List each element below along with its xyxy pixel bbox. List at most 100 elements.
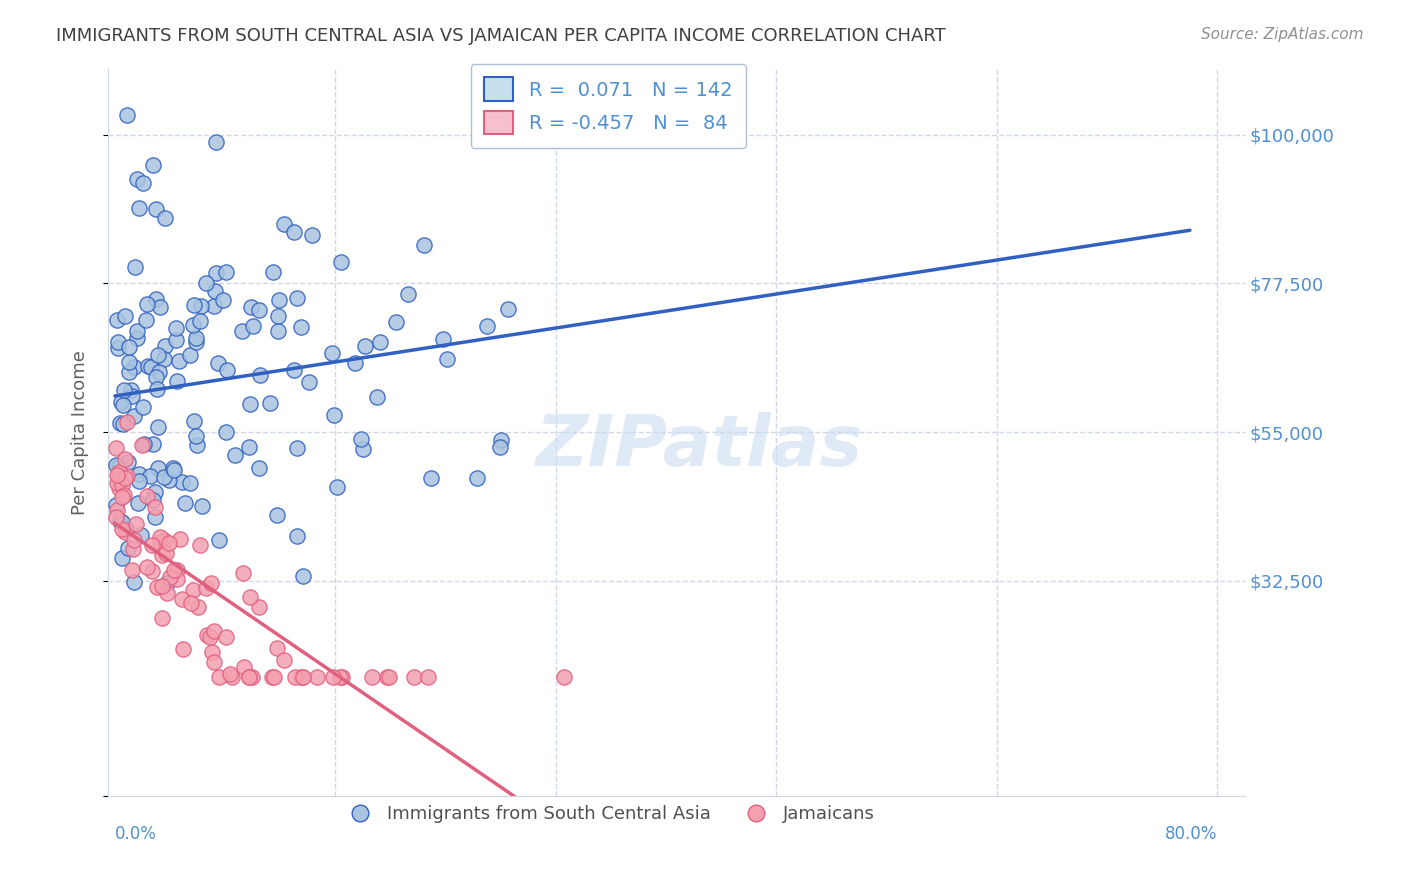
Point: [475, 318, 498, 333]
Point: [111, 478, 134, 492]
Point: [553, 670, 575, 684]
Text: ZIPatlas: ZIPatlas: [536, 412, 863, 481]
Point: [127, 496, 149, 510]
Point: [108, 514, 131, 528]
Point: [266, 508, 288, 522]
Point: [108, 465, 131, 479]
Point: [582, 108, 605, 122]
Point: [231, 324, 253, 338]
Point: [162, 461, 184, 475]
Point: [107, 334, 129, 349]
Point: [489, 440, 512, 454]
Point: [215, 265, 238, 279]
Point: [181, 318, 204, 332]
Point: [292, 670, 315, 684]
Point: [207, 670, 229, 684]
Point: [115, 469, 138, 483]
Point: [149, 301, 172, 315]
Point: [159, 569, 181, 583]
Point: [153, 470, 176, 484]
Point: [107, 475, 129, 490]
Point: [211, 293, 233, 308]
Point: [145, 369, 167, 384]
Point: [146, 419, 169, 434]
Point: [413, 237, 436, 252]
Point: [179, 475, 201, 490]
Text: 0.0%: 0.0%: [115, 825, 156, 843]
Point: [194, 276, 217, 290]
Point: [131, 438, 153, 452]
Point: [108, 466, 131, 480]
Point: [285, 442, 308, 456]
Point: [198, 630, 221, 644]
Point: [184, 334, 207, 349]
Point: [215, 362, 238, 376]
Point: [221, 670, 243, 684]
Point: [114, 488, 136, 502]
Point: [352, 442, 374, 456]
Point: [283, 225, 305, 239]
Point: [183, 414, 205, 428]
Point: [157, 536, 180, 550]
Point: [136, 359, 159, 373]
Point: [186, 331, 208, 345]
Point: [111, 550, 134, 565]
Point: [148, 348, 170, 362]
Point: [142, 492, 165, 507]
Point: [117, 541, 139, 555]
Point: [195, 581, 218, 595]
Point: [238, 440, 260, 454]
Point: [432, 332, 454, 346]
Point: [239, 591, 262, 605]
Point: [105, 467, 128, 482]
Point: [110, 394, 132, 409]
Point: [117, 455, 139, 469]
Point: [114, 310, 136, 324]
Point: [149, 530, 172, 544]
Point: [219, 666, 242, 681]
Point: [127, 172, 149, 186]
Point: [249, 368, 271, 382]
Point: [247, 600, 270, 615]
Point: [152, 610, 174, 624]
Point: [153, 211, 176, 225]
Point: [285, 529, 308, 543]
Point: [122, 574, 145, 589]
Point: [263, 670, 285, 684]
Point: [105, 510, 128, 524]
Point: [208, 533, 231, 547]
Point: [298, 375, 321, 389]
Point: [368, 335, 391, 350]
Point: [114, 471, 136, 485]
Point: [122, 359, 145, 374]
Point: [107, 459, 129, 474]
Point: [291, 569, 314, 583]
Point: [141, 359, 163, 374]
Point: [496, 301, 519, 316]
Point: [242, 318, 264, 333]
Point: [112, 398, 135, 412]
Point: [188, 314, 211, 328]
Point: [290, 670, 312, 684]
Point: [385, 315, 408, 329]
Point: [207, 356, 229, 370]
Point: [224, 448, 246, 462]
Text: IMMIGRANTS FROM SOUTH CENTRAL ASIA VS JAMAICAN PER CAPITA INCOME CORRELATION CHA: IMMIGRANTS FROM SOUTH CENTRAL ASIA VS JA…: [56, 27, 946, 45]
Point: [122, 409, 145, 423]
Point: [307, 670, 329, 684]
Point: [323, 409, 346, 423]
Point: [201, 645, 224, 659]
Point: [233, 660, 256, 674]
Point: [396, 286, 419, 301]
Point: [145, 202, 167, 216]
Point: [112, 383, 135, 397]
Point: [328, 670, 350, 684]
Point: [135, 560, 157, 574]
Point: [118, 340, 141, 354]
Point: [114, 524, 136, 539]
Point: [291, 670, 314, 684]
Point: [377, 670, 399, 684]
Point: [402, 670, 425, 684]
Point: [105, 458, 128, 472]
Point: [172, 642, 194, 657]
